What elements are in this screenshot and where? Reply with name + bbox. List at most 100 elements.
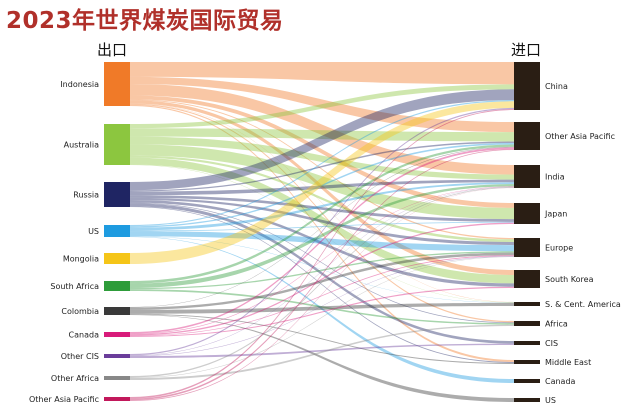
flow-mongolia-to-china [130,101,514,264]
flow-other-africa-to-india [130,187,514,378]
flow-us-to-s-cent-america [130,236,514,303]
exporter-label-other-asia-pacific: Other Asia Pacific [29,395,99,404]
exporter-label-indonesia: Indonesia [60,80,99,89]
flow-layer [130,62,514,402]
flow-colombia-to-s-cent-america [130,302,514,314]
exporter-node-other-africa [104,376,130,380]
flow-us-to-japan [130,221,514,232]
exporter-label-russia: Russia [73,191,99,200]
importer-node-middle-east [514,360,540,364]
flow-canada-to-india [130,186,514,335]
flow-russia-to-japan [130,195,514,222]
flow-canada-to-europe [130,255,514,337]
exporter-node-colombia [104,307,130,315]
exporter-node-south-africa [104,281,130,291]
flow-us-to-canada [130,236,514,383]
importer-label-south-korea: South Korea [545,275,594,284]
import-header: 进口 [511,41,542,59]
flow-indonesia-to-india [130,84,514,175]
flow-indonesia-to-europe [130,99,514,240]
importer-label-india: India [545,173,565,182]
flow-canada-to-south-korea [130,286,514,337]
exporter-label-colombia: Colombia [61,307,99,316]
importer-label-africa: Africa [545,320,568,329]
flow-russia-to-china [130,89,514,191]
flow-australia-to-europe [130,155,514,242]
flow-australia-to-japan [130,144,514,220]
exporter-label-canada: Canada [69,331,100,340]
flow-indonesia-to-other-asia-pacific [130,76,514,133]
label-layer: Indonesia Australia Russia US Mongolia South … [29,80,621,405]
flow-australia-to-india [130,136,514,180]
flow-colombia-to-middle-east [130,313,514,364]
exporter-node-us [104,225,130,237]
flow-indonesia-to-china [130,62,514,85]
flow-indonesia-to-s-cent-america [130,103,514,303]
flow-canada-to-other-asia-pacific [130,147,514,334]
chart-title: 2023年世界煤炭国际贸易 [6,8,284,34]
flow-russia-to-other-asia-pacific [130,141,514,192]
flow-russia-to-africa [130,202,514,324]
exporter-node-indonesia [104,62,130,106]
flow-other-asia-pacific-to-india [130,187,514,401]
importer-node-japan [514,203,540,224]
flow-other-cis-to-china [130,107,514,356]
importer-node-cis [514,341,540,345]
importer-node-africa [514,321,540,326]
importer-node-s-cent-america [514,302,540,306]
importer-node-india [514,165,540,188]
flow-colombia-to-us [130,314,514,402]
flow-indonesia-to-south-korea [130,100,514,276]
flow-us-to-other-asia-pacific [130,143,514,228]
flow-indonesia-to-japan [130,95,514,208]
exporter-label-other-cis: Other CIS [61,352,99,361]
flow-russia-to-cis [130,203,514,344]
importer-node-canada [514,379,540,383]
importer-node-other-asia-pacific [514,122,540,150]
flow-us-to-china [130,100,514,227]
importer-node-us [514,398,540,402]
flow-other-africa-to-africa [130,324,514,380]
flow-russia-to-middle-east [130,206,514,363]
importer-label-other-asia-pacific: Other Asia Pacific [545,132,615,141]
importer-node-europe [514,238,540,257]
flow-russia-to-india [130,179,514,196]
flow-russia-to-south-korea [130,200,514,287]
flow-indonesia-to-africa [130,103,514,323]
flow-south-africa-to-other-asia-pacific [130,144,514,284]
flow-us-to-india [130,182,514,231]
flow-other-cis-to-india [130,186,514,356]
flow-australia-to-s-cent-america [130,164,514,303]
exporter-label-south-africa: South Africa [50,282,99,291]
importer-label-canada: Canada [545,377,576,386]
flow-south-africa-to-africa [130,289,514,325]
exporter-node-other-cis [104,354,130,358]
exporter-node-russia [104,182,130,207]
exporter-node-mongolia [104,253,130,264]
exporter-label-other-africa: Other Africa [51,374,99,383]
flow-other-asia-pacific-to-china [130,109,514,399]
exporter-node-australia [104,124,130,165]
flow-south-africa-to-india [130,184,514,288]
node-layer [104,62,540,402]
exporter-label-mongolia: Mongolia [63,255,99,264]
importer-label-cis: CIS [545,339,558,348]
importer-node-china [514,62,540,110]
flow-australia-to-south-korea [130,157,514,284]
flow-canada-to-japan [130,222,514,336]
importer-label-us: US [545,396,556,405]
flow-south-africa-to-europe [130,251,514,290]
export-header: 出口 [97,41,128,59]
flow-indonesia-to-middle-east [130,104,514,363]
flow-us-to-europe [130,231,514,252]
flow-colombia-to-other-asia-pacific [130,146,514,308]
flow-colombia-to-europe [130,252,514,310]
flow-australia-to-other-asia-pacific [130,128,514,142]
flow-russia-to-europe [130,197,514,246]
exporter-label-us: US [88,227,99,236]
exporter-label-australia: Australia [64,141,99,150]
importer-node-south-korea [514,270,540,288]
importer-label-s-cent-america: S. & Cent. America [545,300,621,309]
importer-label-europe: Europe [545,244,573,253]
